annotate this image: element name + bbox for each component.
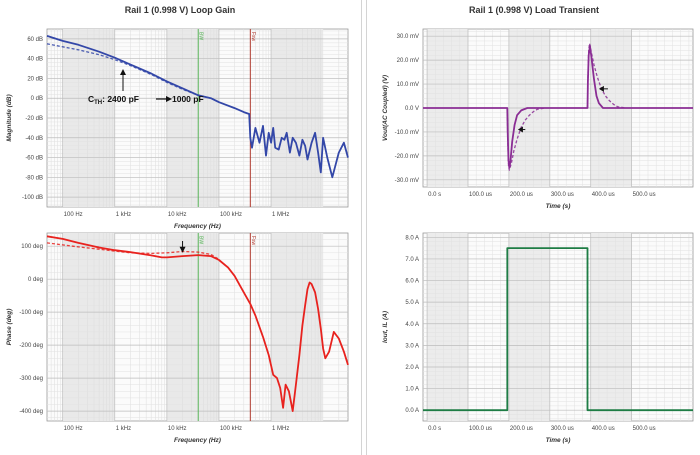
- load-transient-charts: 0.0 s 100.0 us 200.0 us 300.0 us 400.0 us 500…: [382, 28, 694, 444]
- marker-label-bw: BW: [198, 32, 204, 40]
- chart-loop-gain-phase: 100 Hz 1 kHz 10 kHz 100 kHz 1 MHz 100 deg 0 de…: [6, 232, 349, 444]
- series-line-solid: [46, 235, 349, 413]
- y-tick-label: 40 dB: [27, 57, 43, 63]
- x-tick-label: 200.0 us: [510, 192, 533, 198]
- y-tick-label: 5.0 A: [405, 300, 419, 306]
- transient-arrowhead: [517, 126, 523, 133]
- loop-gain-title: Rail 1 (0.998 V) Loop Gain: [124, 5, 236, 15]
- x-tick-label: 100.0 us: [469, 192, 492, 198]
- x-tick-label: 10 kHz: [168, 212, 187, 218]
- y-tick-label: 3.0 A: [405, 343, 419, 349]
- compensation-annotation: CTH: 2400 pF: [88, 94, 139, 106]
- plot-band: [508, 233, 550, 421]
- x-tick-label: 100 kHz: [220, 426, 242, 432]
- series-line-solid: [423, 44, 693, 169]
- y-tick-label: 20 dB: [27, 76, 43, 82]
- x-axis-label: Frequency (Hz): [174, 223, 221, 230]
- y-tick-label: 20.0 mV: [397, 58, 419, 64]
- y-tick-label: 30.0 mV: [397, 34, 419, 40]
- x-tick-label: 0.0 s: [428, 426, 441, 432]
- marker-label-fsw: Fsw: [250, 32, 256, 42]
- x-tick-label: 100.0 us: [469, 426, 492, 432]
- x-tick-label: 1 kHz: [116, 426, 131, 432]
- y-tick-label: -40 dB: [25, 136, 43, 142]
- annotation-value: : 2400 pF: [102, 94, 139, 104]
- loop-gain-charts: 100 Hz 1 kHz 10 kHz 100 kHz 1 MHz 60 dB 40 dB 2…: [6, 28, 349, 444]
- series-line-dashed: [423, 247, 693, 411]
- y-tick-label: -300 deg: [19, 376, 43, 382]
- y-tick-label: -20 dB: [25, 116, 43, 122]
- x-tick-label: 1 kHz: [116, 212, 131, 218]
- plot-band: [62, 233, 115, 421]
- y-tick-label: -100 deg: [19, 310, 43, 316]
- y-tick-label: 10.0 mV: [397, 82, 419, 88]
- x-tick-label: 400.0 us: [592, 426, 615, 432]
- y-tick-label: 8.0 A: [405, 235, 419, 241]
- plot-band: [590, 233, 632, 421]
- x-tick-label: 1 MHz: [272, 212, 289, 218]
- x-tick-label: 10 kHz: [168, 426, 187, 432]
- panel-divider[interactable]: [361, 0, 367, 455]
- y-tick-label: -10.0 mV: [395, 130, 419, 136]
- chart-load-transient-current: 0.0 s 100.0 us 200.0 us 300.0 us 400.0 us 500…: [382, 232, 694, 444]
- x-tick-label: 500.0 us: [633, 192, 656, 198]
- series-line-dashed: [586, 42, 626, 109]
- series-line-dashed: [506, 107, 546, 171]
- y-tick-label: 100 deg: [21, 244, 43, 250]
- y-tick-label: -30.0 mV: [395, 178, 419, 184]
- y-tick-label: -100 dB: [22, 195, 43, 201]
- annotation-c: C: [88, 94, 94, 104]
- y-tick-label: 4.0 A: [405, 322, 419, 328]
- y-axis-label: Vout(AC Coupled) (V): [382, 75, 389, 141]
- x-tick-label: 500.0 us: [633, 426, 656, 432]
- loop-gain-panel: Rail 1 (0.998 V) Loop Gain 100 Hz 1 kHz 10…: [6, 5, 349, 444]
- x-tick-label: 300.0 us: [551, 192, 574, 198]
- annotation-sub: TH: [94, 100, 102, 106]
- marker-label-bw: BW: [198, 236, 204, 244]
- x-tick-label: 0.0 s: [428, 192, 441, 198]
- y-tick-label: 0.0 A: [405, 408, 419, 414]
- load-transient-title: Rail 1 (0.998 V) Load Transient: [468, 5, 600, 15]
- y-tick-label: 0 deg: [28, 277, 43, 283]
- series-line-solid: [46, 35, 349, 179]
- y-tick-label: 0 dB: [31, 96, 43, 102]
- x-tick-label: 300.0 us: [551, 426, 574, 432]
- y-tick-label: -400 deg: [19, 409, 43, 415]
- annotation-target: 1000 pF: [172, 94, 204, 104]
- series-line-dashed: [46, 43, 220, 103]
- plot-band: [271, 233, 324, 421]
- x-axis-label: Frequency (Hz): [174, 437, 221, 444]
- y-axis-label: Iout, IL (A): [382, 311, 389, 343]
- chart-load-transient-vout: 0.0 s 100.0 us 200.0 us 300.0 us 400.0 us 500…: [382, 28, 694, 210]
- y-tick-label: 1.0 A: [405, 387, 419, 393]
- marker-label-fsw: Fsw: [250, 236, 256, 246]
- y-tick-label: 0.0 V: [405, 106, 419, 112]
- y-tick-label: 7.0 A: [405, 257, 419, 263]
- load-transient-panel: Rail 1 (0.998 V) Load Transient 0.0 s 100…: [368, 0, 700, 455]
- plot-band: [166, 233, 219, 421]
- y-tick-label: -60 dB: [25, 156, 43, 162]
- x-tick-label: 400.0 us: [592, 192, 615, 198]
- y-axis-label: Phase (deg): [6, 309, 13, 346]
- y-tick-label: -20.0 mV: [395, 154, 419, 160]
- x-tick-label: 1 MHz: [272, 426, 289, 432]
- phase-arrowhead: [179, 246, 186, 253]
- x-axis-label: Time (s): [546, 203, 571, 210]
- annotation-arrowhead: [166, 96, 172, 102]
- y-tick-label: -80 dB: [25, 175, 43, 181]
- x-tick-label: 200.0 us: [510, 426, 533, 432]
- annotation-arrowhead: [120, 69, 126, 75]
- y-tick-label: 60 dB: [27, 37, 43, 43]
- x-tick-label: 100 Hz: [64, 212, 83, 218]
- y-tick-label: 2.0 A: [405, 365, 419, 371]
- x-axis-label: Time (s): [546, 437, 571, 444]
- chart-loop-gain-magnitude: 100 Hz 1 kHz 10 kHz 100 kHz 1 MHz 60 dB 40 dB 2…: [6, 28, 349, 230]
- y-axis-label: Magnitude (dB): [6, 94, 13, 141]
- x-tick-label: 100 kHz: [220, 212, 242, 218]
- plot-band: [427, 233, 468, 421]
- x-tick-label: 100 Hz: [64, 426, 83, 432]
- y-tick-label: 6.0 A: [405, 279, 419, 285]
- transient-arrowhead: [598, 85, 604, 92]
- y-tick-label: -200 deg: [19, 343, 43, 349]
